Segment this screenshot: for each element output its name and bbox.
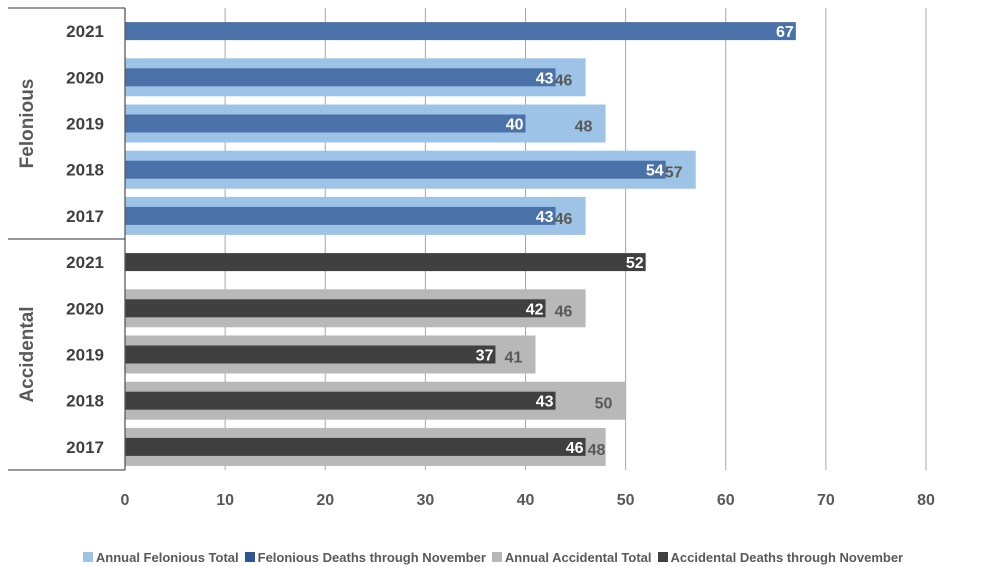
ytd-value-label: 37 — [476, 348, 494, 365]
bar-ytd-accidental-2021 — [125, 253, 646, 272]
category-label: 2021 — [66, 253, 104, 272]
legend-item: Accidental Deaths through November — [657, 549, 904, 565]
legend: Annual Felonious Total Felonious Deaths t… — [0, 548, 990, 566]
ytd-value-label: 43 — [536, 209, 554, 226]
ytd-value-label: 54 — [646, 163, 664, 180]
x-tick-label: 0 — [121, 492, 130, 509]
total-value-label: 57 — [665, 165, 683, 182]
category-label: 2017 — [66, 438, 104, 457]
legend-swatch — [657, 552, 668, 562]
x-tick-label: 30 — [416, 492, 434, 509]
category-label: 2019 — [66, 346, 104, 365]
category-label: 2018 — [66, 161, 104, 180]
total-value-label: 48 — [588, 442, 606, 459]
bar-ytd-felonious-2019 — [125, 114, 526, 133]
ytd-value-label: 42 — [526, 301, 544, 318]
legend-item: Felonious Deaths through November — [244, 549, 486, 565]
x-tick-label: 40 — [517, 492, 535, 509]
bar-ytd-felonious-2018 — [125, 160, 666, 179]
total-value-label: 48 — [575, 119, 593, 136]
bar-ytd-felonious-2021 — [125, 22, 796, 41]
legend-label: Annual Felonious Total — [95, 549, 239, 565]
ytd-value-label: 46 — [566, 440, 584, 457]
bars — [125, 22, 796, 466]
ytd-value-label: 52 — [626, 255, 644, 272]
legend-item: Annual Felonious Total — [82, 549, 239, 565]
legend-swatch — [491, 552, 502, 562]
ytd-value-label: 67 — [776, 24, 794, 41]
category-label: 2020 — [66, 299, 104, 318]
bar-ytd-accidental-2017 — [125, 437, 586, 456]
category-label: 2021 — [66, 22, 104, 41]
category-label: 2018 — [66, 392, 104, 411]
group-label-accidental: Accidental — [17, 306, 38, 402]
x-tick-label: 70 — [817, 492, 835, 509]
legend-label: Felonious Deaths through November — [257, 549, 486, 565]
ytd-value-label: 40 — [506, 117, 524, 134]
total-value-label: 46 — [555, 303, 573, 320]
total-value-label: 50 — [595, 396, 613, 413]
bar-ytd-accidental-2018 — [125, 391, 556, 410]
group-label-felonious: Felonious — [17, 79, 38, 169]
total-value-label: 46 — [555, 211, 573, 228]
category-label: 2020 — [66, 68, 104, 87]
x-tick-label: 10 — [216, 492, 234, 509]
legend-item: Annual Accidental Total — [491, 549, 652, 565]
bar-ytd-felonious-2017 — [125, 206, 556, 225]
x-tick-label: 20 — [316, 492, 334, 509]
x-tick-label: 80 — [917, 492, 935, 509]
legend-swatch — [82, 552, 93, 562]
ytd-value-label: 43 — [536, 394, 554, 411]
bar-ytd-felonious-2020 — [125, 68, 556, 87]
total-value-label: 41 — [505, 350, 523, 367]
legend-label: Accidental Deaths through November — [670, 549, 904, 565]
axes: 0 10 20 30 40 50 60 70 80 2021 2020 2019 2018 2017 Fel… — [8, 7, 935, 509]
legend-swatch — [244, 552, 255, 562]
category-label: 2017 — [66, 207, 104, 226]
bar-ytd-accidental-2020 — [125, 299, 546, 318]
x-tick-label: 50 — [617, 492, 635, 509]
total-value-label: 46 — [555, 72, 573, 89]
category-label: 2019 — [66, 115, 104, 134]
x-tick-label: 60 — [717, 492, 735, 509]
legend-label: Annual Accidental Total — [504, 549, 652, 565]
bar-ytd-accidental-2019 — [125, 345, 496, 364]
ytd-value-label: 43 — [536, 70, 554, 87]
